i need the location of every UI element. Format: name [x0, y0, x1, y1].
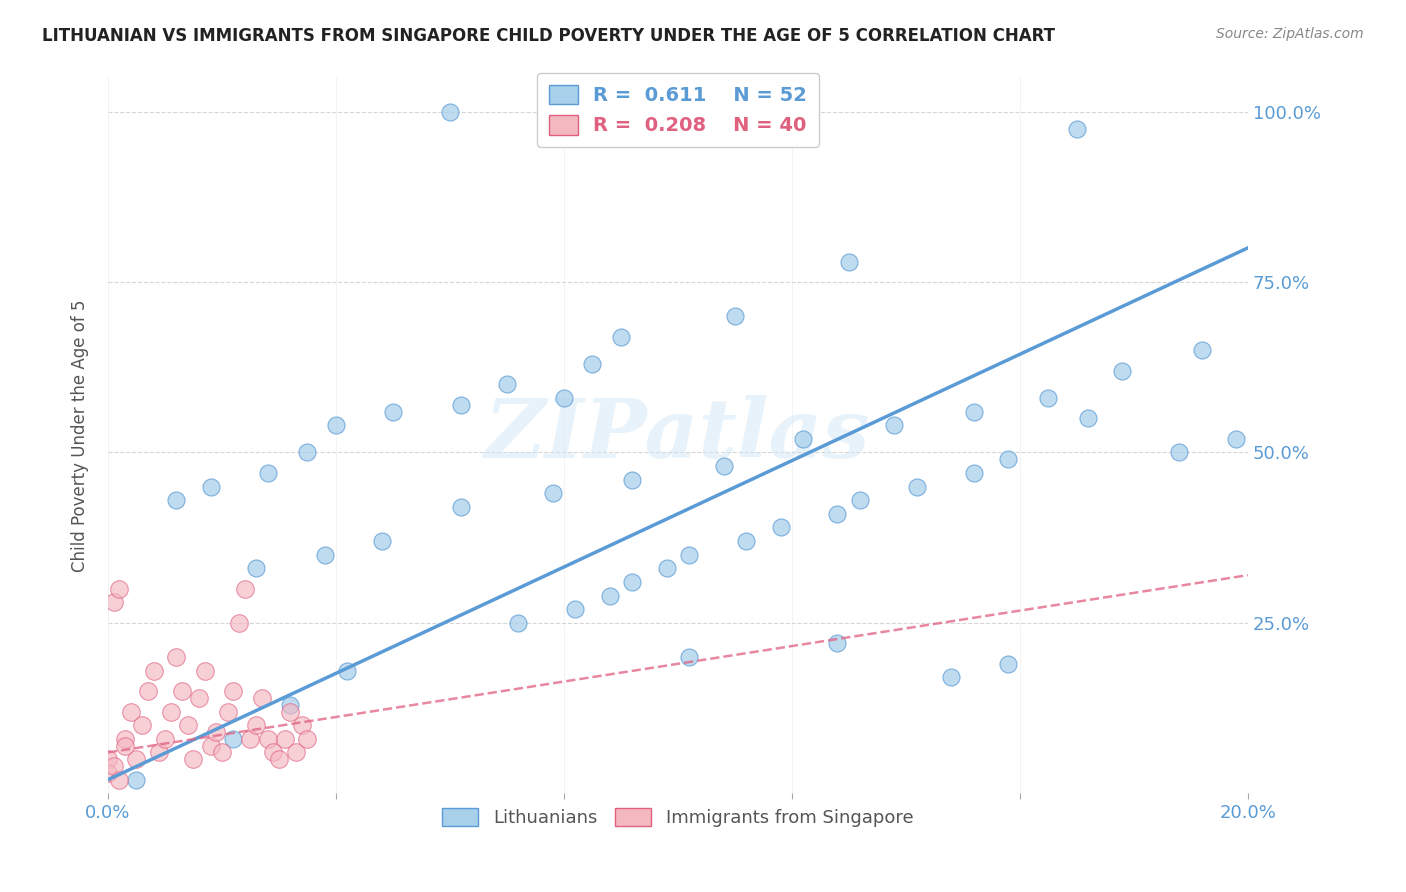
Point: [205, 725, 228, 739]
Point: [222, 731, 245, 746]
Point: [997, 657, 1019, 671]
Point: [1191, 343, 1213, 358]
Point: [963, 404, 986, 418]
Point: [217, 705, 239, 719]
Point: [165, 650, 187, 665]
Point: [291, 718, 314, 732]
Point: [245, 718, 267, 732]
Point: [200, 739, 222, 753]
Point: [239, 731, 262, 746]
Point: [997, 452, 1019, 467]
Point: [1038, 391, 1060, 405]
Point: [148, 746, 170, 760]
Point: [280, 705, 302, 719]
Point: [108, 772, 131, 787]
Point: [450, 398, 472, 412]
Point: [541, 486, 564, 500]
Point: [97, 765, 120, 780]
Point: [450, 500, 472, 514]
Point: [211, 746, 233, 760]
Point: [114, 731, 136, 746]
Point: [941, 670, 963, 684]
Point: [165, 493, 187, 508]
Point: [194, 664, 217, 678]
Point: [297, 731, 319, 746]
Point: [103, 595, 125, 609]
Point: [267, 752, 290, 766]
Point: [159, 705, 181, 719]
Point: [97, 752, 120, 766]
Y-axis label: Child Poverty Under the Age of 5: Child Poverty Under the Age of 5: [72, 299, 89, 572]
Point: [769, 520, 792, 534]
Point: [256, 466, 278, 480]
Point: [610, 329, 633, 343]
Point: [1168, 445, 1191, 459]
Point: [564, 602, 586, 616]
Point: [508, 615, 530, 630]
Point: [142, 664, 165, 678]
Point: [183, 752, 205, 766]
Legend: Lithuanians, Immigrants from Singapore: Lithuanians, Immigrants from Singapore: [434, 801, 921, 834]
Point: [222, 684, 245, 698]
Point: [735, 534, 758, 549]
Point: [849, 493, 872, 508]
Point: [599, 589, 621, 603]
Point: [963, 466, 986, 480]
Point: [1111, 363, 1133, 377]
Point: [136, 684, 159, 698]
Point: [581, 357, 603, 371]
Point: [125, 772, 148, 787]
Point: [285, 746, 308, 760]
Text: ZIPatlas: ZIPatlas: [485, 395, 870, 475]
Point: [114, 739, 136, 753]
Point: [827, 636, 849, 650]
Point: [108, 582, 131, 596]
Point: [496, 377, 519, 392]
Point: [905, 479, 928, 493]
Point: [827, 507, 849, 521]
Point: [370, 534, 392, 549]
Point: [131, 718, 153, 732]
Point: [713, 459, 735, 474]
Point: [245, 561, 267, 575]
Point: [678, 548, 700, 562]
Text: Source: ZipAtlas.com: Source: ZipAtlas.com: [1216, 27, 1364, 41]
Point: [297, 445, 319, 459]
Point: [177, 718, 200, 732]
Point: [200, 479, 222, 493]
Point: [724, 309, 747, 323]
Point: [655, 561, 678, 575]
Text: LITHUANIAN VS IMMIGRANTS FROM SINGAPORE CHILD POVERTY UNDER THE AGE OF 5 CORRELA: LITHUANIAN VS IMMIGRANTS FROM SINGAPORE …: [42, 27, 1054, 45]
Point: [621, 473, 644, 487]
Point: [1077, 411, 1099, 425]
Point: [280, 698, 302, 712]
Point: [553, 391, 575, 405]
Point: [273, 731, 295, 746]
Point: [314, 548, 336, 562]
Point: [1066, 121, 1088, 136]
Point: [838, 254, 860, 268]
Point: [439, 104, 461, 119]
Point: [233, 582, 256, 596]
Point: [325, 418, 347, 433]
Point: [678, 650, 700, 665]
Point: [336, 664, 359, 678]
Point: [120, 705, 142, 719]
Point: [1225, 432, 1247, 446]
Point: [125, 752, 148, 766]
Point: [153, 731, 176, 746]
Point: [256, 731, 278, 746]
Point: [188, 690, 211, 705]
Point: [262, 746, 284, 760]
Point: [792, 432, 814, 446]
Point: [172, 684, 194, 698]
Point: [621, 574, 644, 589]
Point: [103, 759, 125, 773]
Point: [228, 615, 250, 630]
Point: [883, 418, 905, 433]
Point: [250, 690, 273, 705]
Point: [381, 404, 404, 418]
